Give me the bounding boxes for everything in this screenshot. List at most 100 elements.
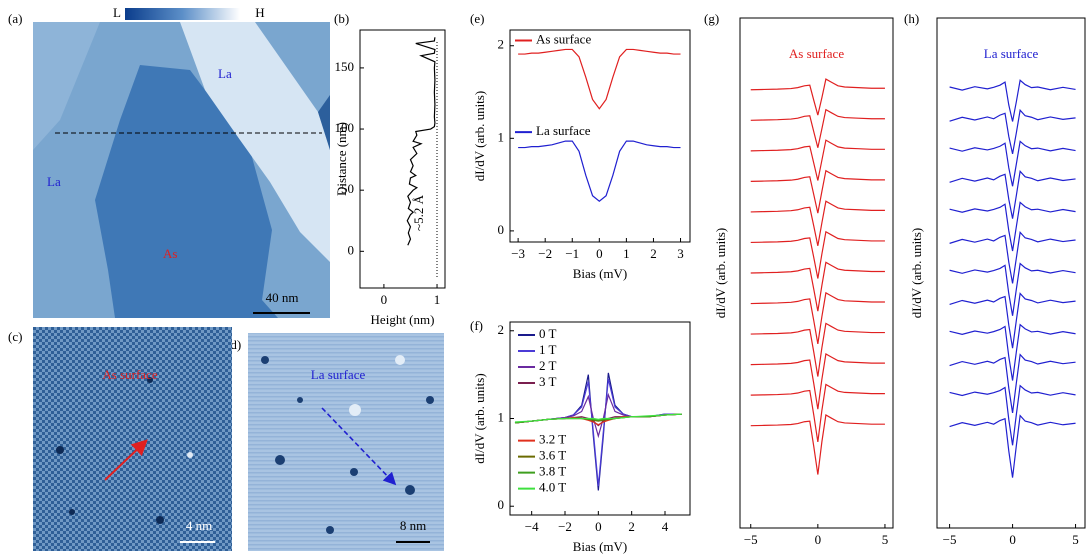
image-label: La surface	[311, 367, 366, 382]
plot-frame	[739, 17, 894, 529]
x-axis-label: Bias (mV)	[573, 266, 628, 281]
scale-bar-label: 8 nm	[400, 518, 426, 533]
x-tick-label: 1	[434, 292, 441, 307]
data-line	[518, 140, 681, 203]
legend-label: 2 T	[539, 358, 557, 373]
data-line	[949, 262, 1076, 316]
y-tick-label: 50	[341, 181, 354, 196]
data-line	[750, 414, 885, 475]
image-label: As	[163, 246, 177, 261]
scale-bar-label: 40 nm	[266, 290, 299, 305]
data-line	[750, 291, 885, 344]
data-line	[750, 261, 885, 312]
image-label: La	[47, 174, 61, 189]
panel-label: (e)	[470, 11, 484, 26]
y-tick-label: 150	[335, 59, 355, 74]
y-tick-label: 0	[498, 222, 505, 237]
data-line	[949, 323, 1076, 381]
y-tick-label: 1	[498, 409, 505, 424]
data-line	[949, 140, 1076, 187]
x-tick-label: −1	[565, 246, 579, 261]
legend-label: As surface	[536, 31, 591, 46]
x-tick-label: 0	[381, 292, 388, 307]
x-axis-label: Bias (mV)	[984, 552, 1039, 554]
data-line	[949, 201, 1076, 252]
colorbar-low: L	[113, 5, 121, 20]
panel-label: (f)	[470, 318, 483, 333]
data-line	[406, 37, 436, 246]
plot-frame	[509, 29, 691, 243]
data-line	[949, 414, 1076, 478]
legend-label: 4.0 T	[539, 480, 566, 495]
legend-label: La surface	[536, 123, 591, 138]
x-tick-label: −5	[943, 532, 957, 547]
legend-label: 0 T	[539, 326, 557, 341]
data-line	[949, 108, 1076, 155]
data-line	[750, 200, 885, 246]
panel-label: (g)	[704, 11, 719, 26]
x-tick-label: −2	[538, 246, 552, 261]
annotation: As surface	[789, 46, 844, 61]
image-label: La	[218, 66, 232, 81]
data-line	[750, 108, 885, 148]
data-line	[518, 48, 681, 110]
y-axis-label: dI/dV (arb. units)	[472, 91, 487, 181]
panel-label: (b)	[334, 11, 349, 26]
data-line	[949, 353, 1076, 413]
panel-label: (a)	[8, 11, 22, 26]
data-line	[949, 231, 1076, 284]
stm-image-a: L H La La As 40 nm	[33, 5, 330, 318]
y-tick-label: 2	[498, 322, 505, 337]
y-tick-label: 0	[348, 242, 355, 257]
y-axis-label: dI/dV (arb. units)	[909, 228, 924, 318]
x-tick-label: 5	[882, 532, 889, 547]
data-line	[750, 383, 885, 442]
stm-image-c: As surface 4 nm	[33, 327, 232, 551]
colorbar	[125, 8, 240, 20]
data-line	[949, 384, 1076, 446]
data-line	[514, 413, 682, 423]
legend-label: 3.2 T	[539, 432, 566, 447]
data-line	[750, 169, 885, 214]
colorbar-high: H	[255, 5, 264, 20]
x-tick-label: 1	[623, 246, 630, 261]
legend-label: 3 T	[539, 374, 557, 389]
x-tick-label: −4	[525, 519, 539, 534]
plot-frame	[359, 29, 446, 289]
x-tick-label: 2	[650, 246, 657, 261]
data-line	[750, 78, 885, 116]
y-axis-label: dI/dV (arb. units)	[472, 373, 487, 463]
x-tick-label: 5	[1072, 532, 1079, 547]
panel-label: (c)	[8, 329, 22, 344]
y-axis-label: dI/dV (arb. units)	[713, 228, 728, 318]
annotation: ~5.2 Å	[411, 194, 426, 231]
x-tick-label: 0	[1009, 532, 1016, 547]
y-tick-label: 100	[335, 120, 355, 135]
legend-label: 3.6 T	[539, 448, 566, 463]
data-line	[949, 79, 1076, 122]
y-tick-label: 1	[498, 129, 505, 144]
image-label: As surface	[102, 367, 157, 382]
x-axis-label: Bias (mV)	[789, 552, 844, 554]
data-line	[750, 230, 885, 279]
scale-bar-label: 4 nm	[186, 518, 212, 533]
x-tick-label: −2	[558, 519, 572, 534]
x-tick-label: 4	[662, 519, 669, 534]
x-tick-label: 0	[595, 519, 602, 534]
data-line	[949, 169, 1076, 219]
panel-label: (h)	[904, 11, 919, 26]
x-tick-label: 0	[815, 532, 822, 547]
legend-label: 3.8 T	[539, 464, 566, 479]
data-line	[750, 352, 885, 410]
data-line	[949, 292, 1076, 349]
plot-frame	[936, 17, 1086, 529]
legend-label: 1 T	[539, 342, 557, 357]
annotation: La surface	[984, 46, 1039, 61]
data-line	[750, 139, 885, 181]
y-tick-label: 2	[498, 37, 505, 52]
x-tick-label: −3	[511, 246, 525, 261]
data-line	[750, 322, 885, 377]
x-tick-label: 2	[628, 519, 635, 534]
stm-image-d: La surface 8 nm	[248, 333, 444, 551]
